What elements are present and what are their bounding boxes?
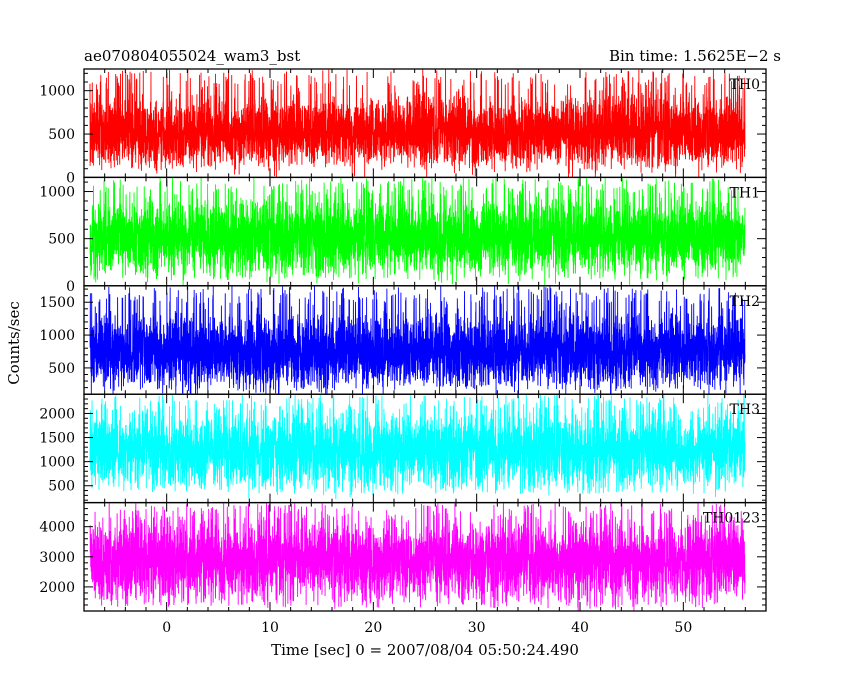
panel-label-th2: TH2 [730,294,760,310]
x-axis-label: Time [sec] 0 = 2007/08/04 05:50:24.490 [271,641,579,659]
y-tick-label: 0 [66,170,75,186]
panel-label-th1: TH1 [730,185,760,201]
y-tick-label: 500 [48,127,75,143]
y-tick-label: 1000 [39,455,75,471]
x-tick-label: 10 [261,620,279,636]
panel-th3: 500 1000 1500 2000 TH3 [39,393,767,504]
series-line-th0 [89,68,746,178]
series-line-th2 [89,285,746,395]
series-line-th1 [89,177,746,286]
x-tick-label: 40 [571,620,589,636]
x-tick-label: 30 [468,620,486,636]
panel-label-th3: TH3 [730,402,760,418]
y-tick-label: 1500 [39,431,75,447]
y-tick-label: 1000 [39,328,75,344]
y-tick-label: 4000 [39,520,75,536]
series-line-th3 [89,394,746,500]
y-tick-label: 2000 [39,580,75,596]
y-tick-label: 500 [48,232,75,248]
y-tick-label: 0 [66,279,75,295]
x-tick-label: 0 [162,620,171,636]
y-tick-label: 1500 [39,295,75,311]
y-tick-label: 1000 [39,185,75,201]
y-tick-label: 500 [48,479,75,495]
panel-th2: 500 1000 1500 TH2 [39,285,767,395]
y-tick-label: 500 [48,361,75,377]
series-line-th0123 [89,502,746,612]
y-axis-label: Counts/sec [5,301,23,385]
panel-th1: 0 500 1000 TH1 [39,176,767,295]
panel-label-th0123: TH0123 [703,511,760,527]
y-tick-label: 2000 [39,406,75,422]
panel-label-th0: TH0 [730,77,760,93]
chart-title-left: ae070804055024_wam3_bst [84,47,300,65]
panel-th0123: 2000 3000 4000 TH0123 [39,501,767,612]
panel-th0: 0 500 1000 TH0 [39,68,767,186]
y-tick-label: 1000 [39,84,75,100]
y-tick-label: 3000 [39,550,75,566]
x-tick-label: 50 [674,620,692,636]
chart-title-right: Bin time: 1.5625E−2 s [609,47,781,65]
x-tick-label: 20 [364,620,382,636]
